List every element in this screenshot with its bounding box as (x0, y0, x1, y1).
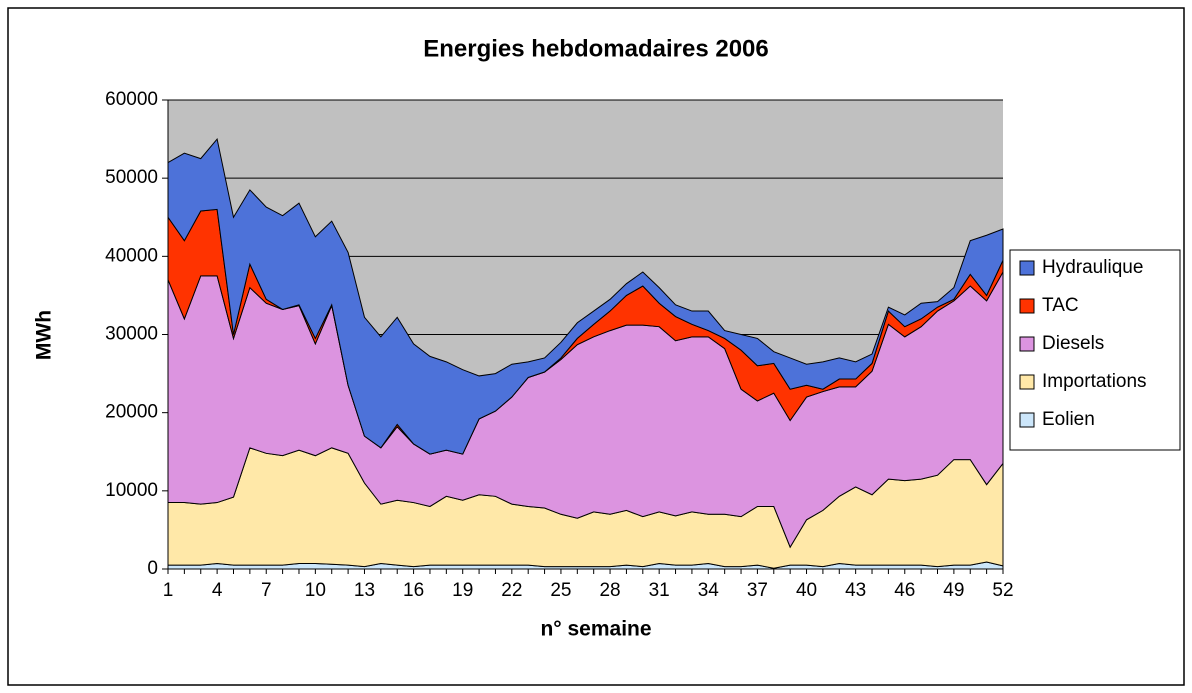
y-tick-label: 40000 (105, 245, 158, 266)
x-tick-label: 49 (943, 580, 964, 601)
x-tick-label: 40 (796, 580, 817, 601)
legend-label: Hydraulique (1042, 257, 1143, 278)
x-tick-label: 52 (992, 580, 1013, 601)
x-axis-label: n° semaine (540, 618, 651, 641)
x-tick-label: 10 (305, 580, 326, 601)
x-tick-label: 7 (261, 580, 272, 601)
legend-swatch (1019, 260, 1035, 276)
area (167, 137, 1004, 455)
x-tick-label: 16 (403, 580, 424, 601)
x-tick-label: 13 (354, 580, 375, 601)
y-tick-label: 10000 (105, 480, 158, 501)
legend-label: Diesels (1042, 333, 1104, 354)
legend-swatch (1019, 374, 1035, 390)
legend-label: Importations (1042, 371, 1147, 392)
x-tick-label: 46 (894, 580, 915, 601)
legend (1009, 249, 1181, 451)
x-tick-label: 19 (452, 580, 473, 601)
y-axis-label: MWh (33, 310, 56, 360)
chart-title: Energies hebdomadaires 2006 (423, 35, 769, 62)
x-tick-label: 37 (747, 580, 768, 601)
legend-swatch (1019, 336, 1035, 352)
y-tick-label: 50000 (105, 167, 158, 188)
x-tick-label: 25 (550, 580, 571, 601)
x-tick-label: 4 (212, 580, 223, 601)
x-tick-label: 31 (649, 580, 670, 601)
y-tick-label: 30000 (105, 324, 158, 345)
y-tick-label: 20000 (105, 402, 158, 423)
x-tick-label: 43 (845, 580, 866, 601)
x-tick-label: 34 (698, 580, 720, 601)
x-tick-label: 28 (599, 580, 620, 601)
x-tick-label: 22 (501, 580, 522, 601)
y-tick-label: 60000 (105, 89, 158, 110)
legend-swatch (1019, 298, 1035, 314)
y-tick-label: 0 (147, 558, 158, 579)
legend-swatch (1019, 412, 1035, 428)
legend-label: TAC (1042, 295, 1079, 316)
legend-label: Eolien (1042, 409, 1095, 430)
x-tick-label: 1 (163, 580, 174, 601)
